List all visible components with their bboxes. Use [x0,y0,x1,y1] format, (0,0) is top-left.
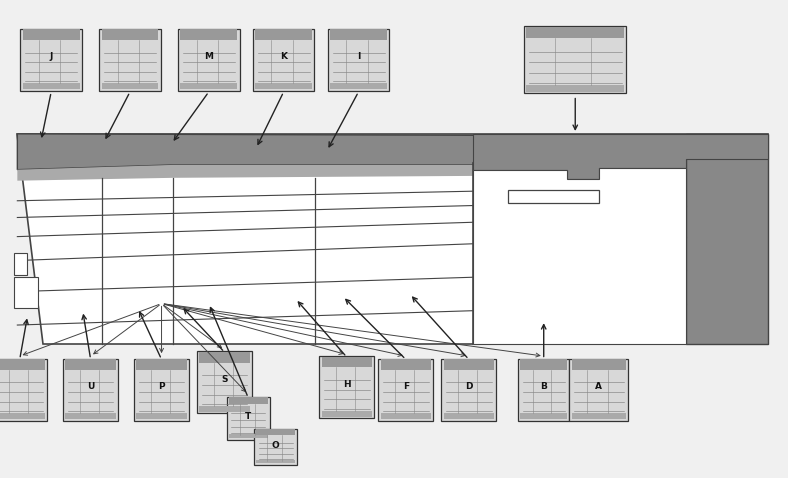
Bar [319,356,374,418]
Text: D: D [465,382,473,391]
Bar [444,359,494,369]
Bar [322,357,372,367]
Text: B: B [541,382,547,391]
Bar [0,359,45,369]
Bar [136,359,187,369]
Bar [255,29,312,40]
Bar [102,29,158,40]
Text: I: I [357,52,360,61]
Text: M: M [204,52,214,61]
Bar [20,29,82,91]
Bar [441,358,496,421]
Polygon shape [17,134,768,170]
Text: S: S [221,375,228,384]
Bar [381,413,431,419]
Polygon shape [17,134,768,344]
Bar [381,359,431,369]
Text: U: U [87,382,95,391]
Bar [197,351,252,413]
Bar [65,413,116,419]
Bar [102,83,158,89]
Polygon shape [473,134,768,179]
Bar [65,359,116,369]
Bar [378,358,433,421]
Bar [0,358,47,421]
Polygon shape [473,168,686,344]
Text: J: J [50,52,53,61]
Bar [63,358,118,421]
Bar [229,397,267,404]
Bar [180,83,237,89]
Bar [134,358,189,421]
Bar [227,397,269,440]
Bar [444,413,494,419]
Bar [199,406,250,412]
Bar [253,29,314,91]
Bar [520,413,567,419]
Text: O: O [272,441,280,450]
Bar [526,27,624,38]
Bar [526,85,624,92]
Bar [0,413,45,419]
Bar [322,411,372,417]
Bar [572,359,626,369]
Polygon shape [17,165,768,181]
Bar [136,413,187,419]
Text: T: T [245,412,251,421]
Text: P: P [158,382,165,391]
Bar [255,83,312,89]
Bar [229,434,267,438]
Bar [256,429,295,435]
Bar [254,429,297,465]
Bar [508,190,599,203]
Bar [330,29,387,40]
Bar [524,26,626,93]
Bar [330,83,387,89]
Text: K: K [281,52,287,61]
Bar [328,29,389,91]
Text: A: A [596,382,602,391]
Bar [199,352,250,362]
Bar [686,134,768,344]
Bar [569,358,629,421]
Bar [256,460,295,464]
Text: F: F [403,382,409,391]
Bar [180,29,237,40]
Bar [14,277,38,308]
Bar [23,29,80,40]
Text: H: H [343,380,351,389]
Bar [572,413,626,419]
Bar [14,253,27,275]
Bar [519,358,569,421]
Bar [178,29,240,91]
Bar [23,83,80,89]
Bar [520,359,567,369]
Bar [99,29,161,91]
